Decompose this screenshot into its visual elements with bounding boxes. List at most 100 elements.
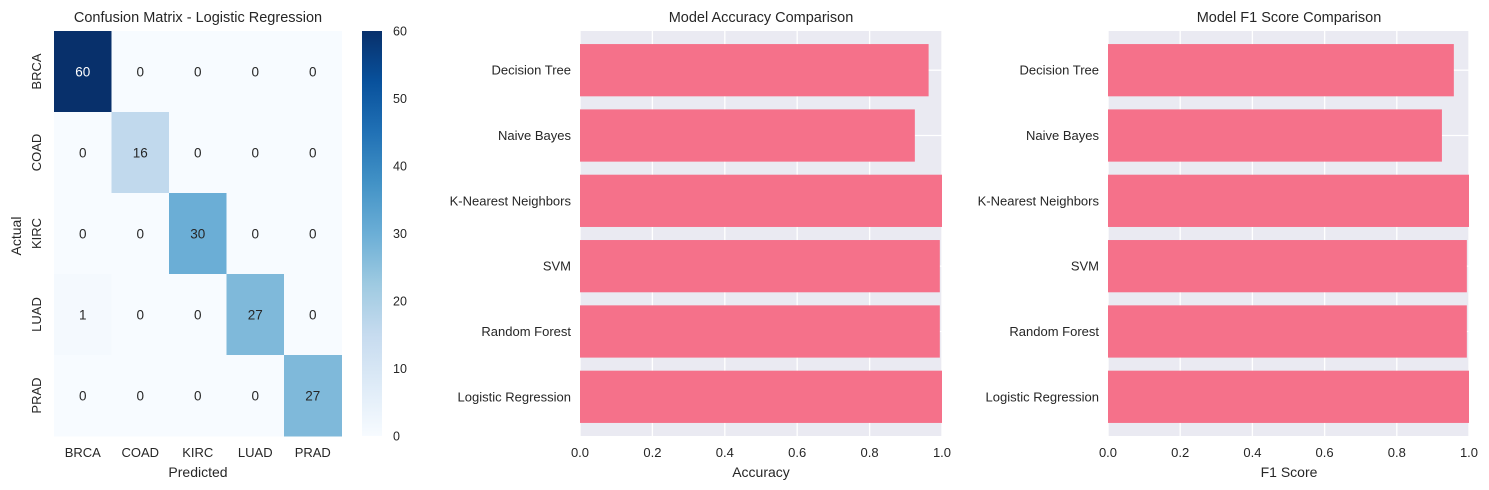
heatmap-cell: [226, 355, 285, 437]
colorbar-tick-label: 20: [393, 295, 407, 309]
heatmap-cell: [169, 274, 227, 356]
heatmap-cell-value: 0: [79, 389, 87, 404]
f1-plot-background: [1108, 31, 1469, 436]
heatmap-cell: [111, 193, 170, 275]
heatmap-x-tick-label: BRCA: [65, 445, 101, 460]
heatmap-y-tick-label: KIRC: [29, 218, 44, 249]
heatmap-cell-value: 27: [305, 389, 320, 404]
heatmap-cell-value: 30: [190, 227, 205, 242]
f1-x-axis-label: F1 Score: [1261, 464, 1318, 480]
y-tick-label: K-Nearest Neighbors: [978, 193, 1100, 208]
heatmap-cell: [54, 31, 112, 113]
heatmap-x-tick-label: PRAD: [295, 445, 331, 460]
f1-chart-panel: Model F1 Score Comparison Logistic Regre…: [978, 10, 1478, 480]
bar: [580, 174, 942, 227]
bar: [1108, 109, 1442, 162]
y-tick-label: Naive Bayes: [498, 128, 571, 143]
colorbar-tick-label: 40: [393, 160, 407, 174]
heatmap-cell-value: 0: [136, 389, 144, 404]
y-tick-label: Random Forest: [1009, 324, 1099, 339]
bar: [580, 240, 940, 293]
heatmap-cell: [54, 355, 112, 437]
heatmap-cell: [169, 112, 227, 194]
heatmap-cell-value: 0: [136, 308, 144, 323]
bar: [1108, 240, 1467, 293]
x-tick-label: 0.4: [1243, 445, 1261, 460]
x-tick-label: 0.8: [1388, 445, 1406, 460]
accuracy-chart-panel: Model Accuracy Comparison Logistic Regre…: [450, 10, 951, 480]
heatmap-cell: [169, 193, 227, 275]
colorbar: 0 10 20 30 40 50 60: [362, 25, 407, 444]
f1-chart-title: Model F1 Score Comparison: [1197, 10, 1382, 26]
heatmap-cell-value: 0: [79, 146, 87, 161]
heatmap-cell-value: 0: [194, 308, 202, 323]
x-tick-label: 0.6: [1316, 445, 1334, 460]
accuracy-x-axis-label: Accuracy: [732, 464, 790, 480]
heatmap-x-axis-label: Predicted: [168, 464, 227, 480]
x-tick-label: 0.8: [861, 445, 879, 460]
y-tick-label: Decision Tree: [1020, 63, 1099, 78]
accuracy-bars: [580, 44, 942, 423]
heatmap-y-tick-label: PRAD: [29, 377, 44, 413]
x-tick-label: 0.0: [571, 445, 589, 460]
y-tick-label: Decision Tree: [492, 63, 571, 78]
heatmap-cell-value: 0: [309, 65, 317, 80]
heatmap-y-axis-label: Actual: [8, 217, 24, 256]
heatmap-cell: [54, 274, 112, 356]
colorbar-tick-label: 0: [393, 430, 400, 444]
heatmap-cells: 60 0 0 0 0 0 16 0 0 0 0 0 30 0 0 1 0 0 27 0 0 0 0 0 27: [54, 31, 342, 437]
bar: [580, 305, 940, 358]
heatmap-cell: [284, 193, 342, 275]
heatmap-x-tick-label: COAD: [121, 445, 159, 460]
x-tick-label: 1.0: [933, 445, 951, 460]
heatmap-x-tick-label: KIRC: [182, 445, 213, 460]
heatmap-cell-value: 0: [136, 227, 144, 242]
colorbar-tick-label: 60: [393, 25, 407, 39]
heatmap-cell: [226, 31, 285, 113]
bar: [1108, 305, 1467, 358]
accuracy-plot-background: [580, 31, 942, 436]
heatmap-cell-value: 0: [251, 389, 259, 404]
y-tick-label: Logistic Regression: [986, 389, 1099, 404]
heatmap-cell-value: 0: [309, 308, 317, 323]
heatmap-cell: [284, 112, 342, 194]
colorbar-gradient: [362, 31, 382, 436]
colorbar-tick-label: 50: [393, 92, 407, 106]
heatmap-cell: [111, 274, 170, 356]
heatmap-cell-value: 27: [248, 308, 263, 323]
heatmap-cell: [54, 112, 112, 194]
heatmap-cell-value: 1: [79, 308, 87, 323]
heatmap-cell: [169, 31, 227, 113]
heatmap-cell-value: 60: [75, 65, 90, 80]
heatmap-cell: [226, 274, 285, 356]
accuracy-x-tick-labels: 0.0 0.2 0.4 0.6 0.8 1.0: [571, 445, 951, 460]
heatmap-cell-value: 0: [194, 65, 202, 80]
heatmap-y-tick-labels: BRCA COAD KIRC LUAD PRAD: [29, 53, 44, 413]
heatmap-cell: [284, 274, 342, 356]
heatmap-cell-value: 0: [194, 146, 202, 161]
x-tick-label: 0.0: [1099, 445, 1117, 460]
bar: [1108, 370, 1469, 423]
heatmap-y-tick-label: COAD: [29, 134, 44, 172]
colorbar-tick-label: 10: [393, 362, 407, 376]
bar: [580, 370, 942, 423]
heatmap-cell-value: 0: [309, 146, 317, 161]
heatmap-cell-value: 0: [79, 227, 87, 242]
x-tick-label: 1.0: [1460, 445, 1478, 460]
accuracy-chart-title: Model Accuracy Comparison: [669, 10, 854, 26]
f1-x-tick-labels: 0.0 0.2 0.4 0.6 0.8 1.0: [1099, 445, 1478, 460]
heatmap-cell-value: 0: [136, 65, 144, 80]
heatmap-title: Confusion Matrix - Logistic Regression: [74, 10, 322, 26]
heatmap-cell-value: 0: [194, 389, 202, 404]
f1-y-tick-labels: Logistic Regression Random Forest SVM K-Nea…: [978, 63, 1100, 405]
heatmap-cell-value: 0: [251, 227, 259, 242]
bar: [580, 109, 915, 162]
heatmap-cell: [226, 193, 285, 275]
heatmap-y-tick-label: BRCA: [29, 53, 44, 89]
y-tick-label: Naive Bayes: [1026, 128, 1099, 143]
heatmap-cell: [111, 31, 170, 113]
y-tick-label: SVM: [543, 259, 571, 274]
y-tick-label: Logistic Regression: [458, 389, 571, 404]
heatmap-cell: [284, 31, 342, 113]
